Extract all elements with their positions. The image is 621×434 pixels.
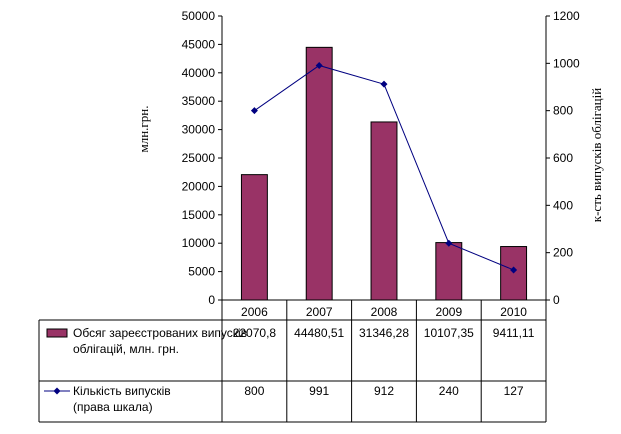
bar-value-2008: 31346,28 bbox=[359, 326, 409, 340]
right-tick-label: 200 bbox=[553, 246, 573, 260]
bar-2006 bbox=[240, 174, 268, 301]
left-axis-title: млн.грн. bbox=[136, 106, 151, 153]
right-axis-title: к-сть випусків облігацій bbox=[589, 88, 604, 222]
bar-value-2006: 22070,8 bbox=[233, 326, 277, 340]
line-point-2009 bbox=[445, 239, 453, 247]
bar-value-2007: 44480,51 bbox=[294, 326, 344, 340]
right-tick-label: 800 bbox=[553, 104, 573, 118]
left-tick-label: 35000 bbox=[182, 94, 216, 108]
legend-bar-swatch bbox=[46, 328, 68, 338]
tick-labels: 0500010000150002000025000300003500040000… bbox=[182, 9, 580, 307]
right-tick-label: 400 bbox=[553, 198, 573, 212]
row-header-bars: Обсяг зареєстрованих випусків bbox=[73, 326, 247, 340]
category-label-2008: 2008 bbox=[371, 305, 398, 319]
bar-value-2010: 9411,11 bbox=[493, 326, 535, 340]
category-label-2009: 2009 bbox=[435, 305, 462, 319]
left-tick-label: 20000 bbox=[182, 179, 216, 193]
bar-series bbox=[240, 46, 528, 301]
legend-line-marker bbox=[53, 387, 61, 395]
line-value-2007: 991 bbox=[309, 384, 329, 398]
left-tick-label: 25000 bbox=[182, 151, 216, 165]
row-header-bars: облігацій, млн. грн. bbox=[73, 342, 179, 356]
left-tick-label: 50000 bbox=[182, 9, 216, 23]
left-tick-label: 30000 bbox=[182, 123, 216, 137]
bar-value-2009: 10107,35 bbox=[424, 326, 474, 340]
row-header-line: (права шкала) bbox=[73, 400, 153, 414]
bar-2008 bbox=[370, 121, 398, 301]
category-label-2006: 2006 bbox=[241, 305, 268, 319]
data-table: 2006 2007 2008 2009 2010 Обсяг зареєстрованих… bbox=[38, 300, 547, 423]
bar-2007 bbox=[305, 46, 333, 301]
left-tick-label: 0 bbox=[208, 293, 215, 307]
line-value-2008: 912 bbox=[374, 384, 394, 398]
left-tick-label: 10000 bbox=[182, 236, 216, 250]
right-tick-label: 0 bbox=[553, 293, 560, 307]
line-series bbox=[250, 61, 518, 274]
line-value-2006: 800 bbox=[244, 384, 264, 398]
line-point-2008 bbox=[380, 80, 388, 88]
left-tick-label: 15000 bbox=[182, 208, 216, 222]
right-tick-label: 1200 bbox=[553, 9, 580, 23]
axes bbox=[218, 15, 550, 301]
left-tick-label: 45000 bbox=[182, 37, 216, 51]
category-label-2007: 2007 bbox=[306, 305, 333, 319]
row-header-line: Кількість випусків bbox=[73, 384, 171, 398]
bar-2009 bbox=[435, 242, 463, 301]
left-tick-label: 5000 bbox=[188, 265, 215, 279]
line-point-2006 bbox=[250, 107, 258, 115]
line-point-2010 bbox=[510, 266, 518, 274]
left-tick-label: 40000 bbox=[182, 66, 216, 80]
line-value-2009: 240 bbox=[439, 384, 459, 398]
category-label-2010: 2010 bbox=[500, 305, 527, 319]
right-tick-label: 1000 bbox=[553, 56, 580, 70]
right-tick-label: 600 bbox=[553, 151, 573, 165]
line-point-2007 bbox=[315, 61, 323, 69]
line-value-2010: 127 bbox=[504, 384, 524, 398]
